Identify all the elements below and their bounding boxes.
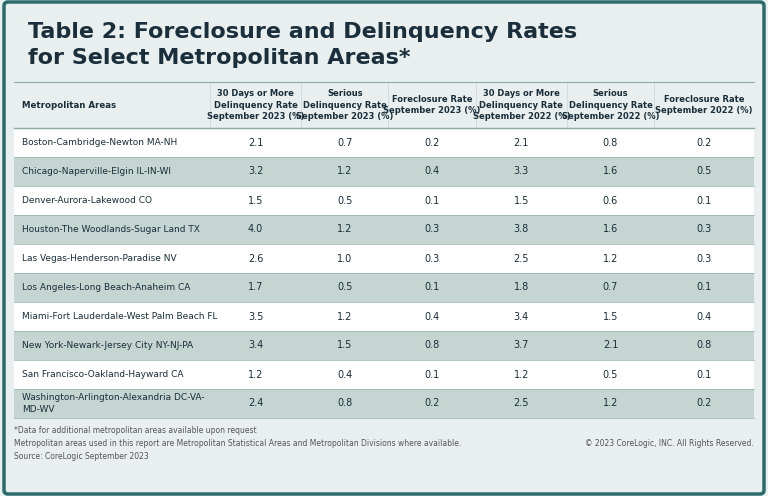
Text: 1.6: 1.6 bbox=[603, 225, 618, 235]
Text: Denver-Aurora-Lakewood CO: Denver-Aurora-Lakewood CO bbox=[22, 196, 152, 205]
Text: 1.2: 1.2 bbox=[603, 253, 618, 263]
Text: 0.8: 0.8 bbox=[697, 340, 712, 351]
Text: 2.5: 2.5 bbox=[514, 253, 529, 263]
Text: Foreclosure Rate
September 2023 (%): Foreclosure Rate September 2023 (%) bbox=[383, 95, 481, 115]
Bar bbox=[14, 302, 754, 331]
Text: Las Vegas-Henderson-Paradise NV: Las Vegas-Henderson-Paradise NV bbox=[22, 254, 177, 263]
Text: 0.3: 0.3 bbox=[697, 225, 712, 235]
Text: Metropolitan areas used in this report are Metropolitan Statistical Areas and Me: Metropolitan areas used in this report a… bbox=[14, 439, 462, 448]
Text: 0.4: 0.4 bbox=[425, 311, 440, 321]
Text: 3.8: 3.8 bbox=[514, 225, 529, 235]
Text: 0.7: 0.7 bbox=[603, 283, 618, 293]
Text: 0.5: 0.5 bbox=[337, 195, 353, 205]
Text: 0.1: 0.1 bbox=[697, 283, 712, 293]
Text: 1.7: 1.7 bbox=[248, 283, 263, 293]
Text: 1.6: 1.6 bbox=[603, 167, 618, 177]
Text: 2.5: 2.5 bbox=[514, 398, 529, 409]
Text: Source: CoreLogic September 2023: Source: CoreLogic September 2023 bbox=[14, 452, 149, 461]
Bar bbox=[14, 128, 754, 157]
Text: 0.4: 0.4 bbox=[337, 370, 353, 379]
Text: 4.0: 4.0 bbox=[248, 225, 263, 235]
Text: 0.6: 0.6 bbox=[603, 195, 618, 205]
Text: 0.4: 0.4 bbox=[697, 311, 712, 321]
Bar bbox=[14, 244, 754, 273]
Text: 3.7: 3.7 bbox=[514, 340, 529, 351]
Text: 0.3: 0.3 bbox=[425, 225, 440, 235]
Text: Chicago-Naperville-Elgin IL-IN-WI: Chicago-Naperville-Elgin IL-IN-WI bbox=[22, 167, 171, 176]
Text: 30 Days or More
Delinquency Rate
September 2023 (%): 30 Days or More Delinquency Rate Septemb… bbox=[207, 89, 304, 121]
Text: 1.2: 1.2 bbox=[337, 311, 353, 321]
Text: 3.2: 3.2 bbox=[248, 167, 263, 177]
Text: *Data for additional metropolitan areas available upon request: *Data for additional metropolitan areas … bbox=[14, 426, 257, 435]
Text: 0.3: 0.3 bbox=[425, 253, 440, 263]
Text: 0.1: 0.1 bbox=[425, 195, 440, 205]
Text: 1.5: 1.5 bbox=[514, 195, 529, 205]
Text: 3.3: 3.3 bbox=[514, 167, 529, 177]
Text: 3.5: 3.5 bbox=[248, 311, 263, 321]
Text: 0.2: 0.2 bbox=[697, 398, 712, 409]
Text: 1.2: 1.2 bbox=[337, 225, 353, 235]
Text: Serious
Delinquency Rate
September 2022 (%): Serious Delinquency Rate September 2022 … bbox=[561, 89, 659, 121]
Text: 0.1: 0.1 bbox=[425, 370, 440, 379]
Text: San Francisco-Oakland-Hayward CA: San Francisco-Oakland-Hayward CA bbox=[22, 370, 184, 379]
Text: Serious
Delinquency Rate
September 2023 (%): Serious Delinquency Rate September 2023 … bbox=[296, 89, 393, 121]
Text: 1.5: 1.5 bbox=[337, 340, 353, 351]
Text: 3.4: 3.4 bbox=[514, 311, 529, 321]
Bar bbox=[14, 157, 754, 186]
Text: 0.8: 0.8 bbox=[425, 340, 440, 351]
Text: 0.5: 0.5 bbox=[603, 370, 618, 379]
Text: Houston-The Woodlands-Sugar Land TX: Houston-The Woodlands-Sugar Land TX bbox=[22, 225, 200, 234]
Text: 1.8: 1.8 bbox=[514, 283, 529, 293]
Bar bbox=[14, 82, 754, 128]
Text: 1.2: 1.2 bbox=[603, 398, 618, 409]
Text: 2.4: 2.4 bbox=[248, 398, 263, 409]
Bar bbox=[14, 389, 754, 418]
Text: 0.1: 0.1 bbox=[425, 283, 440, 293]
Text: 0.5: 0.5 bbox=[337, 283, 353, 293]
Text: Los Angeles-Long Beach-Anaheim CA: Los Angeles-Long Beach-Anaheim CA bbox=[22, 283, 190, 292]
Text: 1.2: 1.2 bbox=[514, 370, 529, 379]
Text: 0.3: 0.3 bbox=[697, 253, 712, 263]
Text: 2.1: 2.1 bbox=[248, 137, 263, 147]
Text: 1.5: 1.5 bbox=[603, 311, 618, 321]
Text: Foreclosure Rate
September 2022 (%): Foreclosure Rate September 2022 (%) bbox=[655, 95, 753, 115]
Text: 0.8: 0.8 bbox=[603, 137, 618, 147]
Text: Washington-Arlington-Alexandria DC-VA-
MD-WV: Washington-Arlington-Alexandria DC-VA- M… bbox=[22, 393, 204, 414]
Text: 1.5: 1.5 bbox=[248, 195, 263, 205]
Text: Boston-Cambridge-Newton MA-NH: Boston-Cambridge-Newton MA-NH bbox=[22, 138, 177, 147]
Text: for Select Metropolitan Areas*: for Select Metropolitan Areas* bbox=[28, 48, 411, 68]
FancyBboxPatch shape bbox=[4, 2, 764, 494]
Text: 1.0: 1.0 bbox=[337, 253, 353, 263]
Text: 3.4: 3.4 bbox=[248, 340, 263, 351]
Bar bbox=[14, 215, 754, 244]
Bar bbox=[14, 186, 754, 215]
Text: 0.5: 0.5 bbox=[697, 167, 712, 177]
Text: 1.2: 1.2 bbox=[248, 370, 263, 379]
Text: 0.2: 0.2 bbox=[425, 137, 440, 147]
Text: 0.2: 0.2 bbox=[697, 137, 712, 147]
Text: 30 Days or More
Delinquency Rate
September 2022 (%): 30 Days or More Delinquency Rate Septemb… bbox=[472, 89, 570, 121]
Text: 2.1: 2.1 bbox=[603, 340, 618, 351]
Text: Miami-Fort Lauderdale-West Palm Beach FL: Miami-Fort Lauderdale-West Palm Beach FL bbox=[22, 312, 217, 321]
Text: 2.6: 2.6 bbox=[248, 253, 263, 263]
Text: © 2023 CoreLogic, INC. All Rights Reserved.: © 2023 CoreLogic, INC. All Rights Reserv… bbox=[585, 439, 754, 448]
Text: 2.1: 2.1 bbox=[514, 137, 529, 147]
Text: 1.2: 1.2 bbox=[337, 167, 353, 177]
Text: New York-Newark-Jersey City NY-NJ-PA: New York-Newark-Jersey City NY-NJ-PA bbox=[22, 341, 193, 350]
Text: 0.7: 0.7 bbox=[337, 137, 353, 147]
Text: 0.1: 0.1 bbox=[697, 370, 712, 379]
Text: 0.8: 0.8 bbox=[337, 398, 353, 409]
Text: 0.1: 0.1 bbox=[697, 195, 712, 205]
Text: 0.2: 0.2 bbox=[425, 398, 440, 409]
Text: Metropolitan Areas: Metropolitan Areas bbox=[22, 101, 116, 110]
Bar bbox=[14, 360, 754, 389]
Text: Table 2: Foreclosure and Delinquency Rates: Table 2: Foreclosure and Delinquency Rat… bbox=[28, 22, 577, 42]
Bar bbox=[14, 273, 754, 302]
Text: 0.4: 0.4 bbox=[425, 167, 440, 177]
Bar bbox=[14, 331, 754, 360]
